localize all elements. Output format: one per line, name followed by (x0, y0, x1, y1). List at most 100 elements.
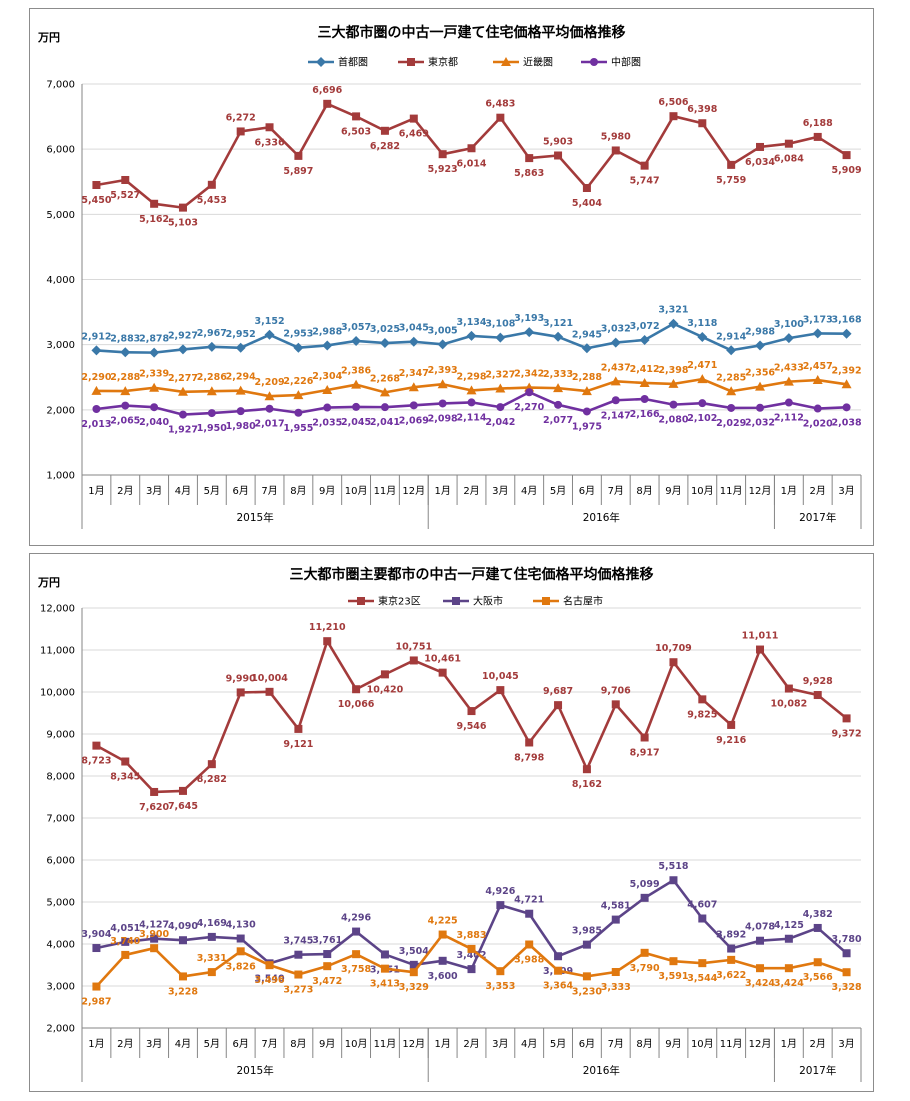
data-label: 1,955 (283, 423, 313, 434)
y-tick-label: 10,000 (40, 688, 75, 699)
data-label: 2,304 (312, 371, 342, 382)
data-label: 2,226 (283, 376, 313, 387)
data-label: 3,790 (630, 963, 660, 974)
x-tick-label: 11月 (374, 1038, 397, 1050)
x-tick-label: 12月 (402, 1038, 425, 1050)
data-label: 3,413 (370, 979, 400, 990)
data-label: 3,424 (774, 978, 804, 989)
data-label: 2,077 (543, 415, 573, 426)
data-label: 9,121 (283, 739, 313, 750)
data-point (582, 940, 591, 949)
data-point (640, 161, 649, 170)
data-point (669, 112, 678, 121)
data-point (554, 701, 563, 710)
data-label: 2,277 (168, 373, 198, 384)
data-point (177, 344, 188, 355)
data-point (842, 403, 851, 412)
data-label: 3,745 (283, 936, 313, 947)
data-label: 9,546 (456, 721, 486, 732)
data-label: 8,345 (110, 772, 140, 783)
data-point (438, 930, 447, 939)
data-label: 2,290 (81, 372, 111, 383)
data-label: 2,020 (803, 419, 833, 430)
x-tick-label: 6月 (232, 1038, 248, 1050)
legend-marker (357, 597, 365, 605)
data-point (265, 961, 274, 970)
x-tick-label: 9月 (665, 1038, 681, 1050)
unit-label: 万円 (37, 576, 60, 589)
data-label: 9,687 (543, 686, 573, 697)
legend-label: 中部圏 (611, 56, 641, 69)
data-point (756, 645, 765, 654)
data-label: 2,112 (774, 413, 804, 424)
data-label: 3,600 (428, 971, 458, 982)
data-point (813, 958, 822, 967)
data-point (582, 765, 591, 774)
data-point (91, 345, 102, 356)
data-point (581, 386, 592, 396)
data-label: 2,035 (312, 418, 342, 429)
data-point (669, 400, 678, 409)
data-point (698, 914, 707, 923)
data-label: 5,747 (630, 176, 660, 187)
data-point (380, 126, 389, 135)
data-label: 10,461 (424, 654, 461, 665)
data-point (150, 787, 159, 796)
y-tick-label: 5,000 (46, 898, 75, 909)
data-point (438, 399, 447, 408)
x-tick-label: 3月 (146, 1038, 162, 1050)
data-label: 5,909 (832, 165, 862, 176)
data-point (784, 139, 793, 148)
data-label: 2,347 (399, 368, 429, 379)
data-label: 4,721 (514, 895, 544, 906)
x-tick-label: 5月 (204, 485, 220, 497)
data-point (437, 379, 448, 389)
data-label: 2,988 (312, 326, 342, 337)
data-label: 5,453 (197, 195, 227, 206)
legend-item: 大阪市 (443, 595, 503, 608)
x-tick-label: 5月 (550, 1038, 566, 1050)
data-label: 2,433 (774, 363, 804, 374)
data-label: 2,342 (514, 369, 544, 380)
x-tick-label: 10月 (691, 485, 714, 497)
x-tick-label: 2月 (117, 1038, 133, 1050)
data-label: 2,285 (716, 372, 746, 383)
data-label: 2,386 (341, 366, 371, 377)
data-label: 2,927 (168, 330, 198, 341)
data-label: 2,288 (110, 372, 140, 383)
data-point (178, 972, 187, 981)
data-label: 3,591 (658, 971, 688, 982)
data-point (640, 948, 649, 957)
x-tick-label: 8月 (290, 485, 306, 497)
data-label: 6,506 (658, 97, 688, 108)
data-label: 5,980 (601, 131, 631, 142)
data-point (149, 382, 160, 392)
data-label: 2,286 (197, 372, 227, 383)
data-label: 6,503 (341, 126, 371, 137)
data-label: 3,622 (716, 970, 746, 981)
data-label: 5,518 (658, 861, 688, 872)
data-label: 3,353 (485, 981, 515, 992)
data-point (640, 395, 649, 404)
data-point (812, 375, 823, 385)
data-point (437, 339, 448, 350)
data-label: 2,041 (370, 417, 400, 428)
year-label: 2015年 (236, 1064, 273, 1077)
data-point (150, 944, 159, 953)
data-point (178, 410, 187, 419)
series-3: 2,2902,2882,3392,2772,2862,2942,2092,226… (81, 360, 862, 401)
data-point (783, 333, 794, 344)
data-label: 2,987 (81, 997, 111, 1008)
chart-title: 三大都市圏主要都市の中古一戸建て住宅価格平均価格推移 (290, 566, 654, 583)
data-label: 3,331 (197, 953, 227, 964)
data-point (235, 385, 246, 395)
x-tick-label: 12月 (749, 1038, 772, 1050)
data-label: 3,985 (572, 926, 602, 937)
y-tick-label: 8,000 (46, 772, 75, 783)
data-point (525, 940, 534, 949)
y-tick-label: 11,000 (40, 646, 75, 657)
data-point (639, 377, 650, 387)
